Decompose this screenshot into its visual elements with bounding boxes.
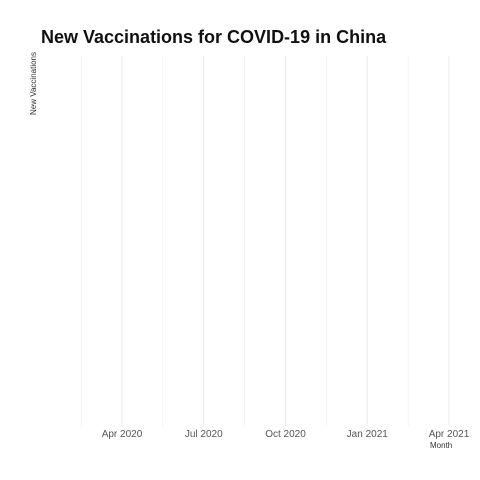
x-tick-label: Jul 2020 <box>185 429 223 440</box>
y-axis-label: New Vaccinations <box>29 52 38 115</box>
x-axis-label: Month <box>430 441 452 450</box>
chart-title: New Vaccinations for COVID-19 in China <box>41 27 387 47</box>
x-tick-labels: Apr 2020 Jul 2020 Oct 2020 Jan 2021 Apr 2021 <box>102 429 470 440</box>
x-tick-label: Oct 2020 <box>265 429 306 440</box>
x-tick-label: Apr 2020 <box>102 429 143 440</box>
grid-lines <box>80 56 450 426</box>
x-tick-label: Apr 2021 <box>429 429 470 440</box>
x-tick-label: Jan 2021 <box>347 429 389 440</box>
